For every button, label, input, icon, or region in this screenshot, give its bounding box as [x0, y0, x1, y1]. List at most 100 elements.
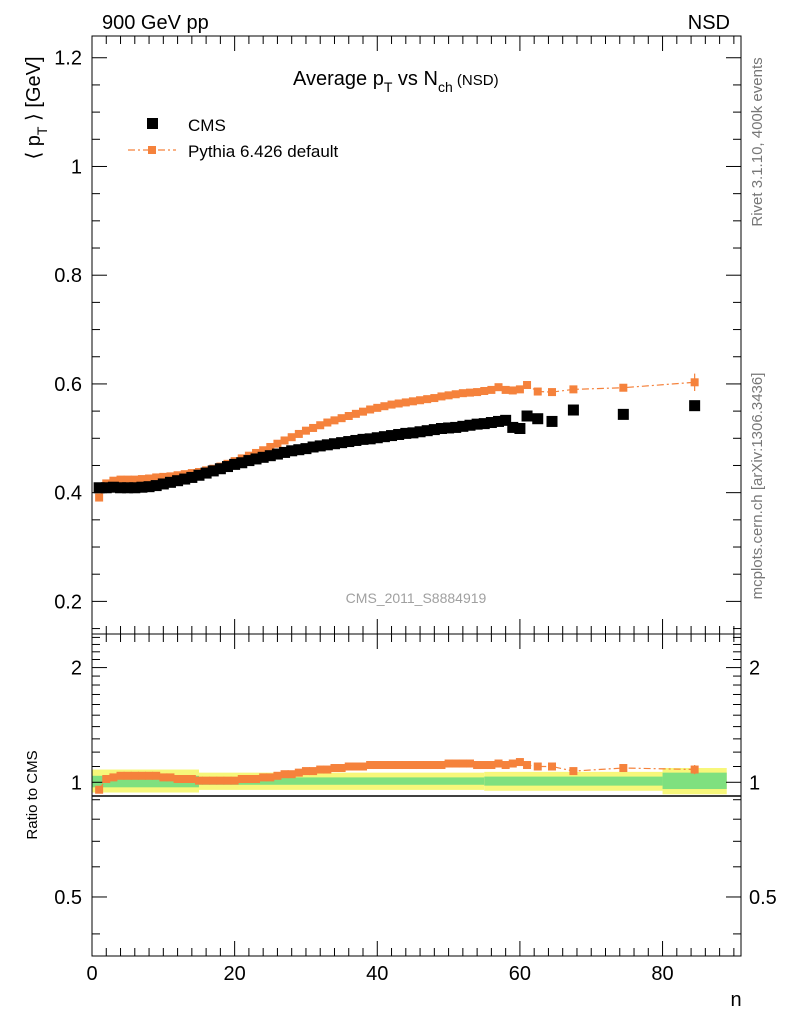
x-axis-label: n	[730, 989, 741, 1011]
cms-point	[421, 425, 433, 437]
mc-point	[548, 388, 557, 397]
cms-point	[307, 441, 319, 453]
mc-point	[137, 475, 146, 484]
ratio-point	[401, 761, 410, 770]
cms-point	[222, 461, 234, 473]
ratio-point	[515, 758, 524, 767]
ratio-point	[394, 761, 403, 770]
stat-uncertainty-band	[484, 776, 663, 786]
cms-point	[485, 417, 497, 429]
ratio-point	[152, 771, 161, 780]
mc-point	[437, 392, 446, 401]
ratio-ytick-label-left: 1	[71, 772, 82, 794]
mc-point	[394, 399, 403, 408]
main-ytick-label: 0.4	[54, 483, 82, 505]
cms-point	[471, 418, 483, 430]
cms-point	[179, 473, 191, 485]
ratio-point	[423, 761, 432, 770]
cms-point	[300, 443, 312, 455]
mc-point	[380, 402, 389, 411]
ratio-point	[494, 759, 503, 768]
ratio-frame	[91, 633, 742, 957]
ratio-point	[123, 771, 132, 780]
mc-point	[408, 397, 417, 406]
x-tick-labels: 0 20 40 60 80	[86, 963, 673, 985]
ratio-point	[244, 775, 253, 784]
cms-point	[507, 421, 519, 433]
x-tick-label: 60	[509, 963, 531, 985]
ratio-ytick-label-left: 0.5	[54, 887, 82, 909]
title-part-c: (NSD)	[453, 72, 499, 89]
mc-point	[569, 385, 578, 394]
legend-label-cms: CMS	[188, 116, 226, 135]
cms-point	[378, 431, 390, 443]
cms-point	[136, 481, 148, 493]
cms-point	[450, 421, 462, 433]
mc-point	[458, 389, 467, 398]
ratio-point	[95, 785, 104, 794]
title-part-b: vs N	[392, 68, 438, 90]
cms-point	[400, 427, 412, 439]
mc-point	[480, 386, 489, 395]
mc-point	[95, 493, 104, 502]
cms-point	[532, 413, 544, 425]
ratio-point	[259, 773, 268, 782]
stat-uncertainty-band	[92, 775, 199, 788]
ratio-point	[351, 762, 360, 771]
cms-point	[364, 433, 376, 445]
mc-point	[152, 473, 161, 482]
ratio-point	[316, 765, 325, 774]
x-tick-label: 40	[366, 963, 388, 985]
cms-point	[172, 475, 184, 487]
ratio-panel: 0.5 0.5 1 1 2 2 0 20 40 60 80 Ratio to CMS n	[24, 633, 777, 1011]
legend-marker-cms	[147, 118, 158, 129]
ratio-point	[523, 761, 532, 770]
ratio-point	[380, 761, 389, 770]
ratio-point	[508, 759, 517, 768]
ratio-point	[237, 775, 246, 784]
mc-point	[323, 418, 332, 427]
mc-point	[430, 394, 439, 403]
ylabel-sub-a: T	[34, 126, 50, 135]
cms-point	[414, 426, 426, 438]
ratio-point	[287, 770, 296, 779]
ratio-point	[209, 776, 218, 785]
ratio-ylabel: Ratio to CMS	[24, 750, 41, 839]
cms-point	[150, 480, 162, 492]
mc-point	[473, 388, 482, 397]
mc-point	[273, 439, 282, 448]
rivet-label: Rivet 3.1.10, 400k events	[749, 57, 766, 226]
cms-point	[257, 451, 269, 463]
mc-point	[287, 433, 296, 442]
legend-label-mc: Pythia 6.426 default	[188, 142, 339, 161]
cms-point	[193, 469, 205, 481]
ratio-point	[230, 776, 239, 785]
cms-point	[357, 433, 369, 445]
mc-point	[515, 385, 524, 394]
ratio-point	[690, 765, 699, 774]
cms-point	[371, 432, 383, 444]
mc-point	[465, 388, 474, 397]
header-left: 900 GeV pp	[102, 12, 209, 34]
mc-point	[330, 416, 339, 425]
ratio-point	[344, 762, 353, 771]
cms-point	[407, 427, 419, 439]
mc-point	[351, 409, 360, 418]
ratio-point	[109, 773, 118, 782]
title-sub-a: T	[384, 79, 393, 95]
main-ytick-label: 0.2	[54, 591, 82, 613]
cms-point	[514, 423, 526, 435]
mc-point	[130, 475, 139, 484]
cms-point	[157, 478, 169, 490]
cms-point	[293, 444, 305, 456]
cms-point	[457, 420, 469, 432]
mc-point	[401, 398, 410, 407]
mc-point	[690, 378, 699, 387]
cms-point	[229, 458, 241, 470]
ratio-ytick-labels: 0.5 0.5 1 1 2 2	[54, 658, 777, 909]
cms-point	[264, 450, 276, 462]
ratio-point	[337, 764, 346, 773]
main-ytick-label: 0.6	[54, 374, 82, 396]
cms-point	[689, 400, 701, 412]
